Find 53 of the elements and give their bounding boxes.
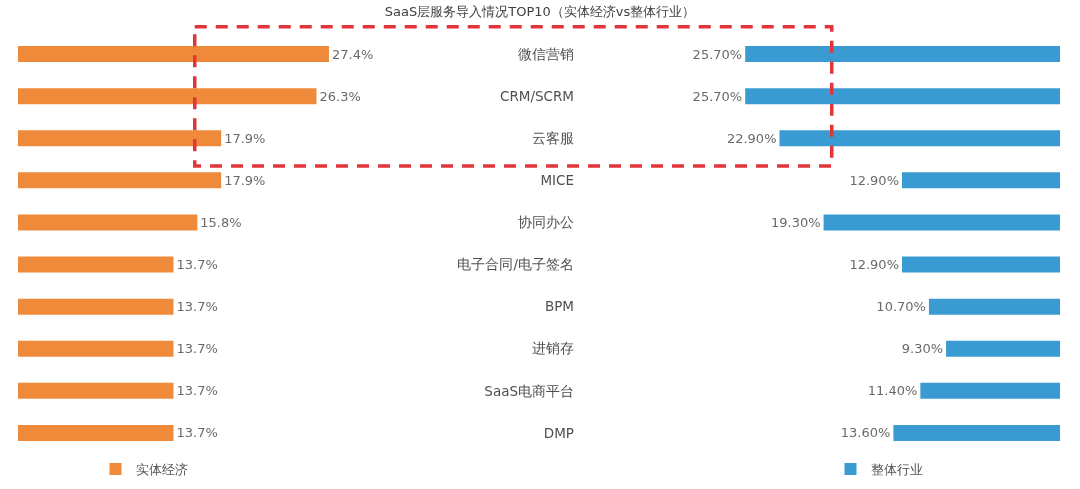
legend-label: 整体行业	[870, 462, 923, 478]
bar	[18, 130, 222, 147]
data-label: 17.9%	[224, 172, 266, 188]
bar	[18, 172, 222, 189]
bar	[18, 340, 174, 357]
bar	[18, 214, 198, 231]
data-label: 15.8%	[200, 214, 242, 230]
legend-label: 实体经济	[135, 462, 188, 478]
data-label: 12.90%	[849, 257, 899, 273]
y-tick-label: 微信营销	[518, 45, 574, 62]
data-label: 13.7%	[176, 383, 218, 399]
data-label: 11.40%	[867, 383, 918, 399]
data-label: 22.90%	[726, 130, 777, 146]
bar	[745, 46, 1060, 63]
data-label: 27.4%	[331, 46, 374, 62]
data-label: 17.9%	[224, 130, 266, 146]
data-label: 19.30%	[771, 214, 821, 230]
data-label: 13.7%	[176, 257, 218, 273]
bar	[920, 382, 1060, 399]
bar	[901, 172, 1060, 189]
y-tick-label: 进销存	[532, 340, 574, 357]
y-tick-label: 协同办公	[518, 214, 574, 231]
y-tick-label: SaaS电商平台	[484, 382, 574, 399]
text: SaaS层服务导入情况TOP10（实体经济vs整体行业）	[384, 3, 696, 20]
y-tick-label: CRM/SCRM	[499, 87, 574, 104]
bar	[18, 298, 174, 315]
bar	[18, 88, 317, 105]
bar	[745, 88, 1060, 105]
data-label: 26.3%	[319, 88, 361, 104]
data-label: 9.30%	[901, 341, 944, 357]
y-tick-label: 云客服	[532, 129, 574, 146]
bar	[18, 46, 329, 63]
bar	[779, 130, 1060, 147]
bar	[928, 298, 1060, 315]
data-label: 13.7%	[176, 341, 218, 357]
data-label: 12.90%	[849, 172, 899, 188]
data-label: 13.60%	[840, 425, 891, 441]
bar	[18, 382, 174, 399]
data-label: 25.70%	[692, 88, 743, 104]
y-tick-label: BPM	[544, 298, 574, 315]
data-label: 13.7%	[176, 299, 218, 315]
bar	[18, 256, 174, 273]
data-label: 10.70%	[876, 299, 926, 315]
bar	[18, 424, 174, 441]
bar	[823, 214, 1060, 231]
data-label: 13.7%	[176, 425, 218, 441]
bar	[901, 256, 1060, 273]
bar	[893, 424, 1060, 441]
data-label: 25.70%	[692, 46, 743, 62]
bar	[946, 340, 1060, 357]
y-tick-label: DMP	[543, 424, 574, 441]
y-tick-label: 电子合同/电子签名	[457, 256, 574, 273]
y-tick-label: MICE	[540, 172, 574, 189]
